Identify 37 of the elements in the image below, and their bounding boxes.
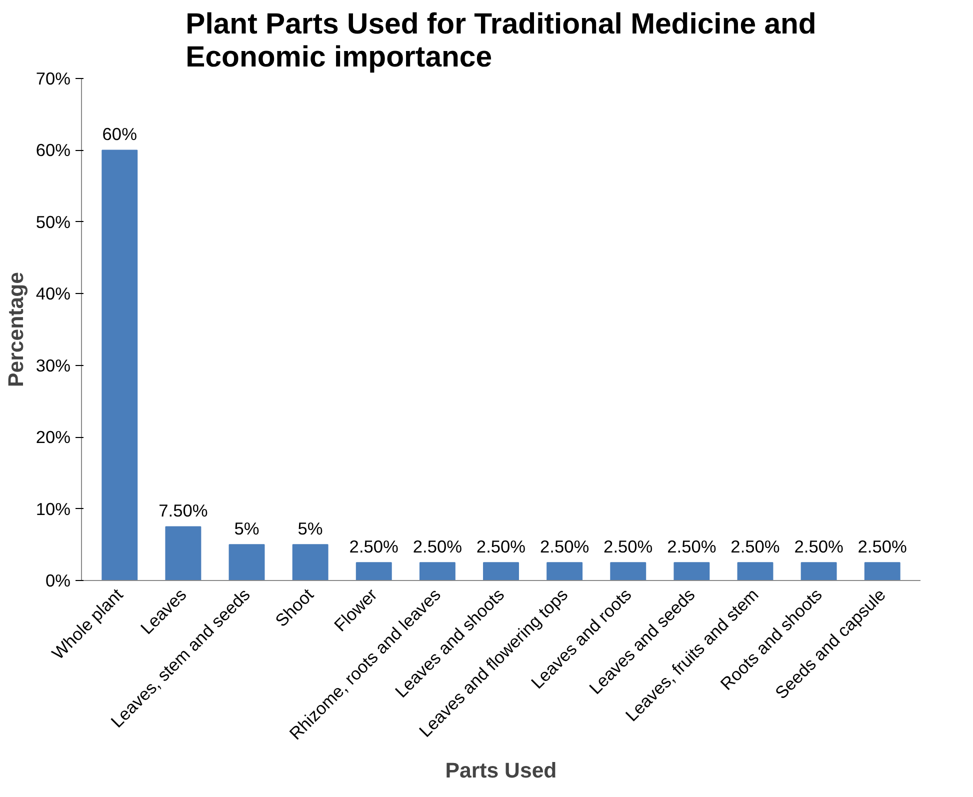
data-label: 5%	[298, 518, 323, 539]
bar	[674, 562, 710, 580]
data-label: 2.50%	[667, 536, 716, 557]
data-label: 7.50%	[158, 500, 208, 521]
bar	[546, 562, 583, 580]
bar	[737, 562, 774, 580]
y-tick-label: 70%	[36, 68, 71, 88]
y-axis-title: Percentage	[4, 272, 28, 387]
bar	[292, 544, 328, 580]
y-tick-label: 20%	[36, 427, 71, 448]
bar	[228, 544, 265, 580]
data-label: 2.50%	[476, 536, 526, 557]
bar	[102, 150, 138, 580]
data-label: 2.50%	[604, 536, 653, 557]
y-tick-label: 60%	[36, 140, 71, 160]
data-label: 2.50%	[730, 536, 780, 557]
bar	[610, 562, 646, 580]
bar	[165, 526, 202, 580]
bar	[356, 562, 392, 580]
data-label: 2.50%	[412, 536, 462, 557]
data-label: 2.50%	[794, 536, 844, 557]
bar	[419, 562, 456, 580]
y-tick-label: 50%	[36, 212, 71, 232]
y-tick-label: 10%	[36, 498, 71, 519]
y-tick-label: 40%	[36, 284, 71, 304]
y-tick-label: 30%	[36, 355, 71, 376]
bar	[483, 562, 519, 580]
y-tick-label: 0%	[45, 570, 70, 590]
x-axis-title: Parts Used	[445, 758, 557, 783]
bar	[800, 562, 837, 580]
chart-title: Plant Parts Used for Traditional Medicine and Economic importance	[186, 8, 816, 74]
data-label: 2.50%	[349, 536, 398, 557]
data-label: 5%	[234, 518, 260, 539]
bar	[864, 562, 900, 580]
data-label: 2.50%	[540, 536, 590, 557]
data-label: 60%	[102, 124, 137, 144]
data-label: 2.50%	[858, 536, 907, 557]
